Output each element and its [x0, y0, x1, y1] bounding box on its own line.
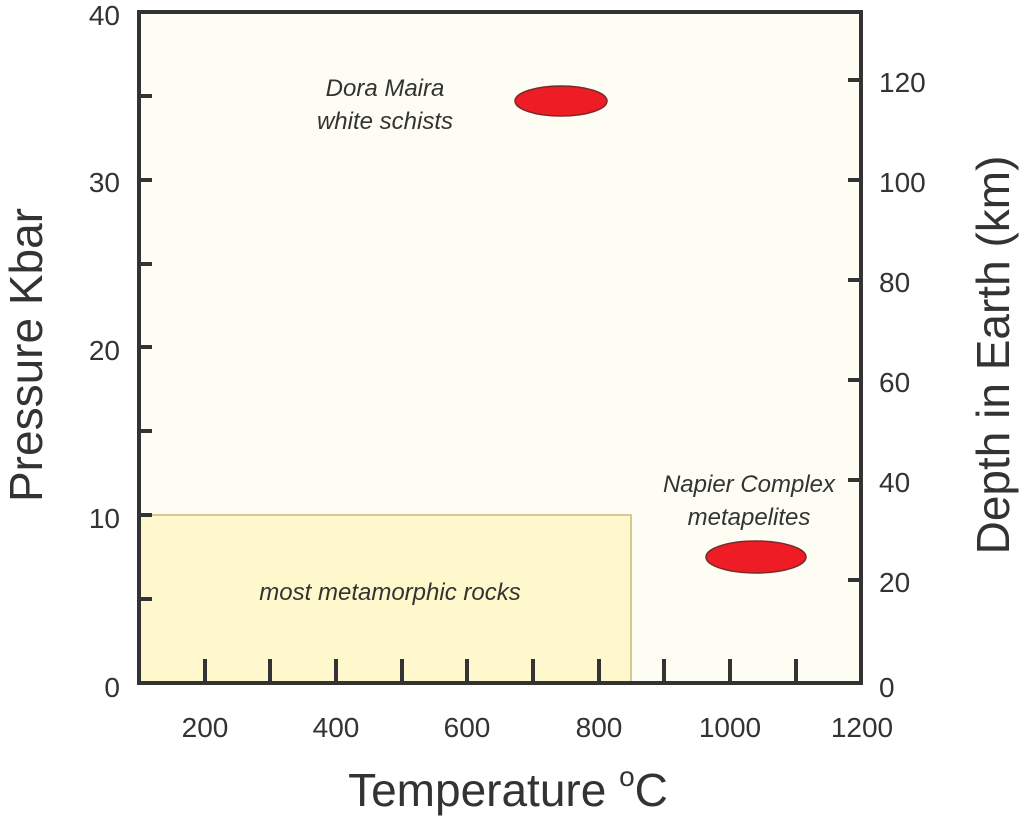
region-label: most metamorphic rocks	[259, 579, 520, 606]
x-tick-label: 600	[444, 712, 491, 743]
x-axis-title-unit: C	[635, 764, 668, 816]
x-axis-title-main: Temperature	[348, 764, 619, 816]
x-tick-label: 400	[313, 712, 360, 743]
napier-complex-ellipse	[705, 540, 807, 574]
region-most-metamorphic-rocks	[138, 514, 632, 684]
x-tick-label: 800	[576, 712, 623, 743]
x-tick-labels: 200 400 600 800 1000 1200	[182, 712, 894, 743]
y-tick-label: 40	[89, 0, 120, 31]
y2-tick-label: 40	[879, 467, 910, 498]
y2-tick-label: 20	[879, 567, 910, 598]
x-tick-label: 1200	[831, 712, 893, 743]
y2-tick-label: 0	[879, 672, 895, 703]
y2-axis-ticks	[848, 78, 861, 582]
y-tick-label: 10	[89, 503, 120, 534]
plot-frame	[137, 10, 863, 685]
y-axis-title: Pressure Kbar	[0, 208, 52, 502]
y-tick-labels: 0 10 20 30 40	[89, 0, 120, 703]
x-tick-label: 1000	[699, 712, 761, 743]
y-axis-ticks	[139, 94, 152, 601]
degree-symbol: o	[619, 761, 635, 792]
y2-axis-title: Depth in Earth (km)	[967, 156, 1019, 555]
napier-complex-label-line2: metapelites	[688, 504, 811, 531]
x-tick-label: 200	[182, 712, 229, 743]
y2-tick-label: 120	[879, 67, 926, 98]
x-axis-title: Temperature oC	[348, 761, 668, 816]
y-tick-label: 30	[89, 167, 120, 198]
dora-maira-label-line2: white schists	[317, 108, 453, 135]
y2-tick-label: 60	[879, 367, 910, 398]
dora-maira-ellipse	[514, 85, 608, 117]
dora-maira-label-line1: Dora Maira	[326, 75, 445, 102]
y2-tick-labels: 0 20 40 60 80 100 120	[879, 67, 926, 703]
y-tick-label: 0	[104, 672, 120, 703]
y-tick-label: 20	[89, 335, 120, 366]
y2-tick-label: 80	[879, 267, 910, 298]
y2-tick-label: 100	[879, 167, 926, 198]
napier-complex-label-line1: Napier Complex	[663, 471, 836, 498]
x-axis-ticks	[203, 659, 798, 683]
